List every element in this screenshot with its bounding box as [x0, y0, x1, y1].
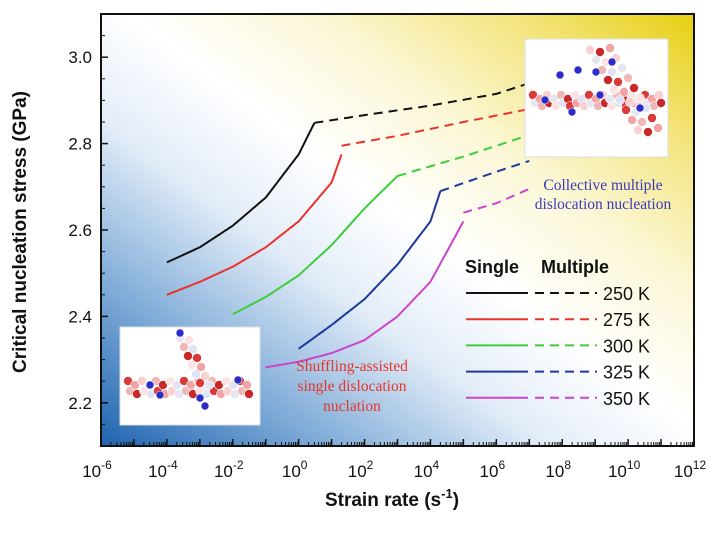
x-tick-label: 102 [348, 458, 374, 481]
atom [605, 43, 615, 53]
atom [647, 113, 657, 123]
series-line-325k-dashed [440, 159, 530, 193]
x-tick-label: 104 [414, 458, 440, 481]
annotation-collective-line1: Collective multiple [543, 177, 662, 194]
annotation-shuffling-line1: Shuffling-assisted [296, 358, 408, 375]
atom [607, 67, 617, 77]
atom [195, 393, 205, 403]
x-tick-label: 10-2 [214, 458, 244, 481]
x-tick-label: 108 [545, 458, 571, 481]
atom [242, 380, 252, 390]
atom [633, 125, 643, 135]
legend-label: 250 K [603, 284, 650, 304]
atom [244, 389, 254, 399]
atom [555, 70, 565, 80]
atom [617, 63, 627, 73]
x-tick-label: 106 [480, 458, 506, 481]
atom [200, 401, 210, 411]
atom [635, 103, 645, 113]
x-tick-label: 100 [282, 458, 308, 481]
atom [637, 117, 647, 127]
atom [195, 378, 205, 388]
annotation-collective-line2: dislocation nucleation [535, 196, 672, 213]
legend-header-multiple: Multiple [541, 257, 609, 277]
atom [196, 362, 206, 372]
y-tick-label: 3.0 [68, 48, 92, 67]
axis-layer: 10-6 10-4 10-2 100 102 104 106 108 1010 1012 2.2 2.… [68, 13, 707, 481]
atom [627, 115, 637, 125]
atom [609, 85, 619, 95]
series-line-350k-dashed [463, 188, 530, 214]
atom [635, 93, 645, 103]
legend-header-single: Single [465, 257, 519, 277]
atom [591, 55, 601, 65]
legend-label: 350 K [603, 389, 650, 409]
y-axis-label: Critical nucleation stress (GPa) [10, 91, 31, 373]
x-tick-label: 1012 [674, 458, 707, 481]
atom [573, 65, 583, 75]
atom [625, 97, 635, 107]
atom [615, 95, 625, 105]
atom [188, 344, 198, 354]
x-axis-label: Strain rate (s-1) [325, 486, 459, 511]
atom [595, 47, 605, 57]
series-line-300k-solid [232, 175, 399, 316]
atom [145, 380, 155, 390]
y-tick-label: 2.2 [68, 394, 92, 413]
y-tick-label: 2.4 [68, 307, 92, 326]
atom [613, 77, 623, 87]
inset-shuffling-image [119, 326, 261, 426]
atom [540, 95, 550, 105]
atom [204, 380, 214, 390]
atom [621, 105, 631, 115]
series-line-350k-solid [265, 220, 465, 369]
atom [200, 371, 210, 381]
atom [585, 45, 595, 55]
y-tick-label: 2.6 [68, 221, 92, 240]
atom [567, 107, 577, 117]
atom [653, 123, 663, 133]
legend-label: 300 K [603, 336, 650, 356]
series-line-275k-solid [166, 154, 343, 296]
series-layer [166, 82, 530, 369]
atom [603, 75, 613, 85]
x-tick-label: 10-6 [82, 458, 112, 481]
atom [183, 351, 193, 361]
annotation-shuffling-line2: single dislocation [298, 378, 407, 395]
legend: Single Multiple 250 K 275 K 300 K 325 K 350 … [465, 257, 650, 409]
atom [184, 335, 194, 345]
atom [656, 98, 666, 108]
series-line-250k-solid [166, 122, 316, 264]
legend-label: 325 K [603, 363, 650, 383]
atom [155, 390, 165, 400]
x-tick-label: 1010 [608, 458, 641, 481]
atom [623, 73, 633, 83]
atom [629, 83, 639, 93]
atom [191, 369, 201, 379]
atom [233, 375, 243, 385]
atom [175, 328, 185, 338]
atom [187, 360, 197, 370]
series-line-325k-solid [298, 190, 442, 350]
series-line-250k-dashed [314, 82, 530, 124]
atom [654, 90, 664, 100]
y-tick-label: 2.8 [68, 135, 92, 154]
inset-collective-image [524, 38, 669, 158]
atom [643, 127, 653, 137]
atom [192, 353, 202, 363]
annotation-shuffling-line3: nuclation [323, 398, 381, 415]
atom [591, 67, 601, 77]
atom [179, 342, 189, 352]
series-line-275k-dashed [341, 108, 530, 147]
series-line-300k-dashed [397, 134, 530, 177]
legend-label: 275 K [603, 310, 650, 330]
atom [619, 87, 629, 97]
x-tick-label: 10-4 [148, 458, 178, 481]
atom [607, 57, 617, 67]
atom [595, 90, 605, 100]
